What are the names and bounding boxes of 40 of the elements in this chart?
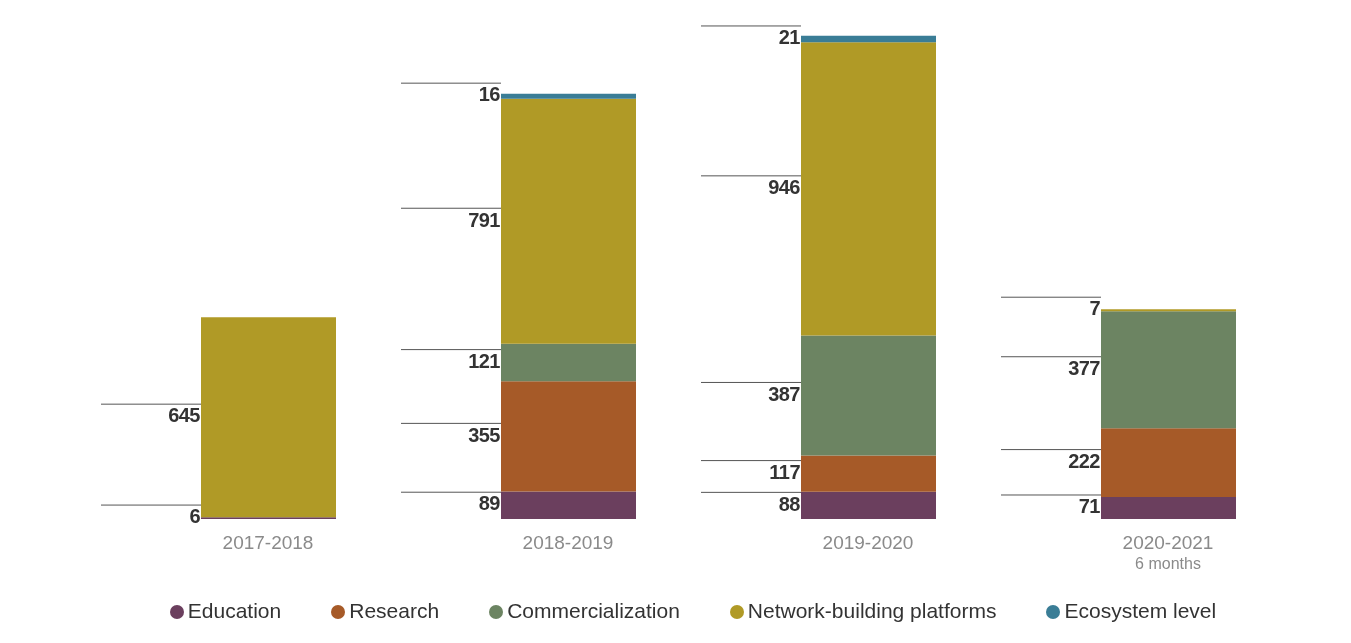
bar bbox=[801, 455, 936, 492]
bar bbox=[501, 381, 636, 492]
legend-label: Education bbox=[187, 599, 282, 622]
data-label: 791 bbox=[468, 208, 501, 231]
data-label: 377 bbox=[1068, 357, 1101, 380]
bar bbox=[501, 98, 636, 344]
legend-label: Research bbox=[349, 599, 440, 622]
legend-label: Commercialization bbox=[507, 599, 680, 622]
bar bbox=[501, 343, 636, 382]
legend-label: Network-building platforms bbox=[747, 599, 997, 622]
bar bbox=[801, 35, 936, 43]
data-label: 387 bbox=[768, 382, 801, 405]
bar bbox=[1101, 311, 1236, 429]
x-tick-label: 2020-2021 6 months bbox=[1122, 532, 1214, 572]
data-label: 88 bbox=[778, 492, 801, 515]
x-tick-label: 2019-2020 bbox=[822, 532, 914, 553]
bar bbox=[1101, 428, 1236, 497]
data-label: 121 bbox=[468, 349, 501, 372]
data-label: 117 bbox=[769, 460, 801, 483]
bar bbox=[201, 317, 336, 518]
data-label: 645 bbox=[168, 404, 201, 427]
x-tick-label: 2018-2019 bbox=[522, 532, 614, 553]
data-label: 355 bbox=[468, 423, 501, 446]
data-label: 71 bbox=[1078, 495, 1101, 518]
data-label: 222 bbox=[1068, 449, 1101, 472]
bar bbox=[501, 491, 636, 519]
data-label: 89 bbox=[478, 492, 501, 515]
data-label: 21 bbox=[778, 26, 801, 49]
data-label: 16 bbox=[478, 83, 501, 106]
bar bbox=[1101, 496, 1236, 519]
data-label: 946 bbox=[768, 176, 801, 199]
legend-label: Ecosystem level bbox=[1064, 599, 1217, 622]
bar bbox=[801, 335, 936, 456]
x-tick-label: 2017-2018 bbox=[222, 532, 314, 553]
data-label: 7 bbox=[1089, 297, 1101, 320]
data-label: 6 bbox=[189, 505, 201, 528]
bar bbox=[801, 491, 936, 519]
bar bbox=[1101, 309, 1236, 312]
bar bbox=[801, 42, 936, 336]
bar bbox=[501, 93, 636, 99]
